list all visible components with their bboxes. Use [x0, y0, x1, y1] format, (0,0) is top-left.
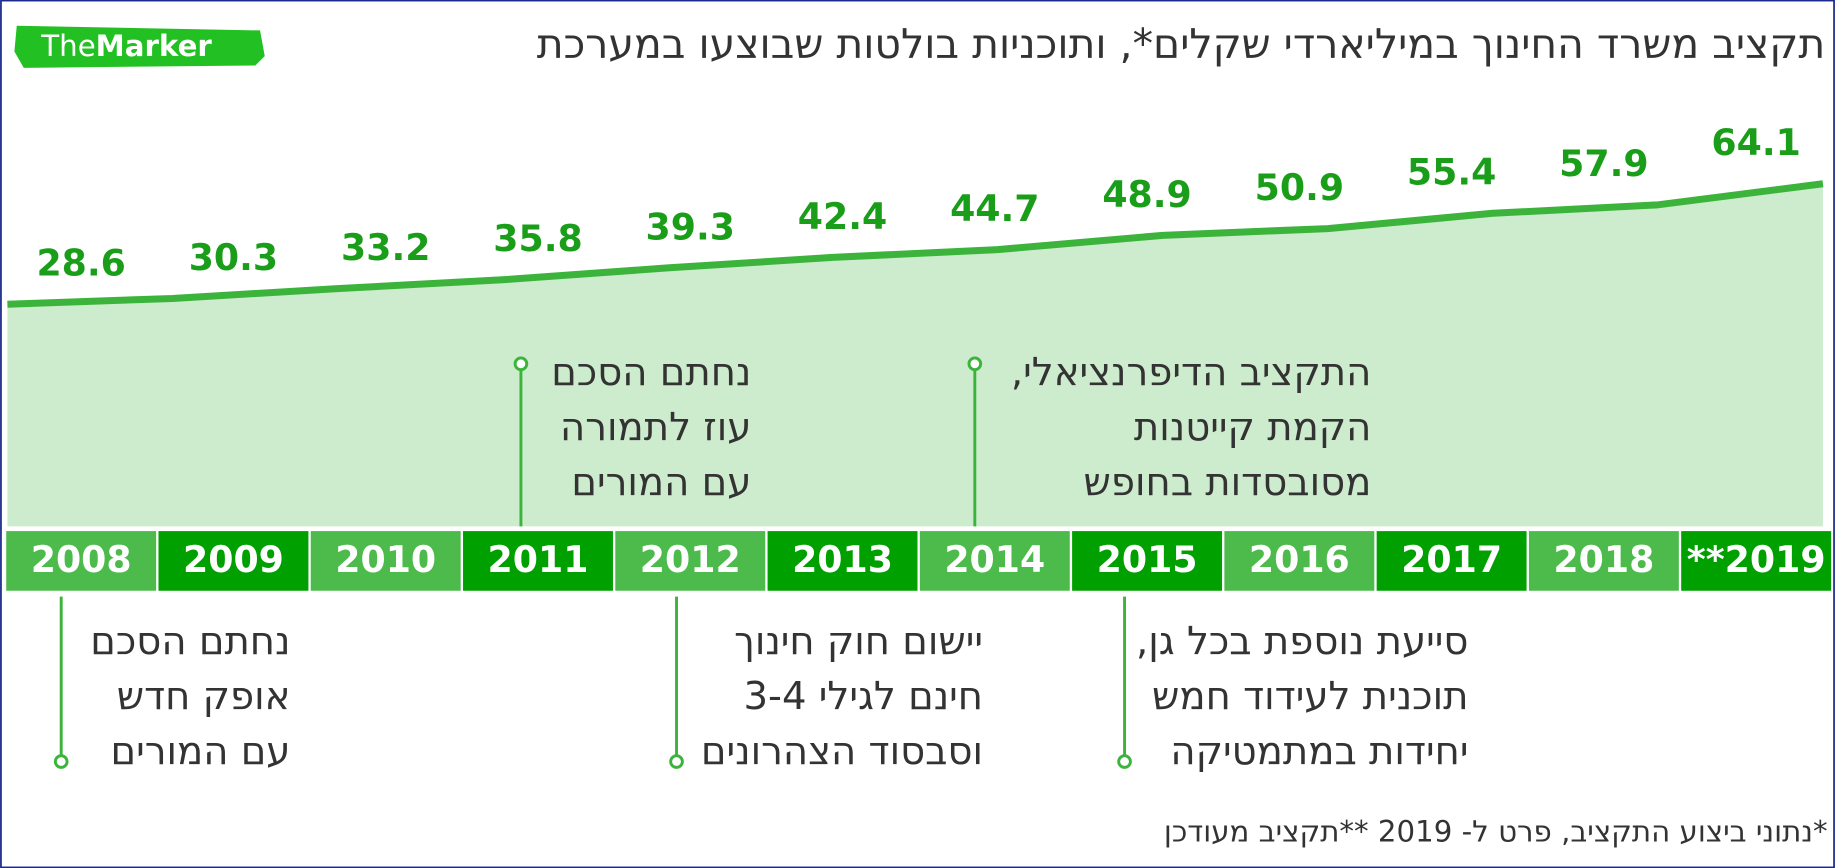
logo-second: Marker — [96, 28, 213, 62]
annotation-text: חינם לגילי 3-4 — [743, 674, 983, 719]
annotation-text: תוכנית לעידוד חמש — [1152, 674, 1468, 719]
annotation-dot — [669, 754, 684, 769]
value-label: 64.1 — [1711, 121, 1800, 164]
x-tick-label: 2014 — [944, 538, 1045, 581]
annotation-text: סייעת נוספת בכל גן, — [1136, 619, 1468, 664]
annotation-text: עוז לתמורה — [560, 405, 751, 450]
annotation-dot — [53, 754, 69, 769]
value-label: 28.6 — [36, 242, 125, 285]
x-tick-label: 2008 — [31, 538, 132, 581]
footnote: *נתוני ביצוע התקציב, פרט ל- 2019 **תקציב… — [1164, 814, 1828, 848]
value-label: 57.9 — [1559, 142, 1648, 185]
annotation-text: עם המורים — [571, 460, 751, 505]
chart-title: תקציב משרד החינוך במיליארדי שקלים*, ותוכ… — [537, 20, 1826, 68]
annotation-text: עם המורים — [110, 729, 290, 774]
annotation-dot — [967, 356, 983, 372]
x-tick-label: 2009 — [183, 538, 284, 581]
year-band — [463, 531, 613, 591]
annotation-text: הקמת קייטנות — [1134, 405, 1371, 450]
logo-brush — [14, 25, 265, 68]
value-label: 48.9 — [1102, 173, 1191, 216]
area — [7, 183, 1823, 527]
value-label: 55.4 — [1407, 151, 1496, 194]
value-label: 35.8 — [493, 217, 582, 260]
x-tick-label: 2015 — [1097, 538, 1198, 581]
year-band — [615, 531, 766, 591]
x-tick-label: 2012 — [640, 538, 741, 581]
year-band — [919, 531, 1070, 591]
x-tick-label: 2017 — [1401, 538, 1502, 581]
year-band — [767, 531, 918, 591]
x-tick-label: 2010 — [335, 538, 436, 581]
value-label: 30.3 — [189, 236, 278, 279]
x-tick-label: 2016 — [1249, 538, 1350, 581]
annotation-text: נחתם הסכם — [551, 350, 751, 395]
year-band — [6, 531, 157, 591]
value-label: 33.2 — [341, 226, 430, 269]
logo: TheMarker — [40, 28, 212, 62]
value-label: 42.4 — [798, 195, 887, 238]
line — [7, 180, 1824, 308]
x-tick-label: 2011 — [488, 538, 589, 581]
annotation-text: יישום חוק חינוך — [734, 619, 983, 664]
annotation-text: נחתם הסכם — [90, 619, 290, 664]
annotation-text: יחידות במתמטיקה — [1170, 729, 1468, 774]
value-label: 50.9 — [1255, 166, 1344, 209]
year-band — [1224, 531, 1375, 591]
year-band — [310, 531, 461, 591]
annotation-text: התקציב הדיפרנציאלי, — [1011, 350, 1371, 395]
year-band — [158, 531, 309, 591]
x-tick-label: **2019 — [1687, 538, 1826, 581]
year-band — [1681, 531, 1832, 591]
value-label: 44.7 — [950, 187, 1039, 230]
x-tick-label: 2013 — [792, 538, 893, 581]
logo-first: The — [40, 28, 95, 62]
year-band — [1072, 531, 1223, 591]
year-band — [1528, 531, 1679, 591]
x-tick-label: 2018 — [1553, 538, 1654, 581]
annotation-dot — [1117, 754, 1132, 769]
value-label: 39.3 — [646, 205, 735, 248]
annotation-text: וסבסוד הצהרונים — [701, 729, 983, 774]
annotation-dot — [513, 356, 529, 372]
annotation-text: מסובסדות בחופש — [1084, 460, 1372, 505]
annotation-text: אופק חדש — [117, 674, 291, 719]
year-band — [1376, 531, 1527, 591]
